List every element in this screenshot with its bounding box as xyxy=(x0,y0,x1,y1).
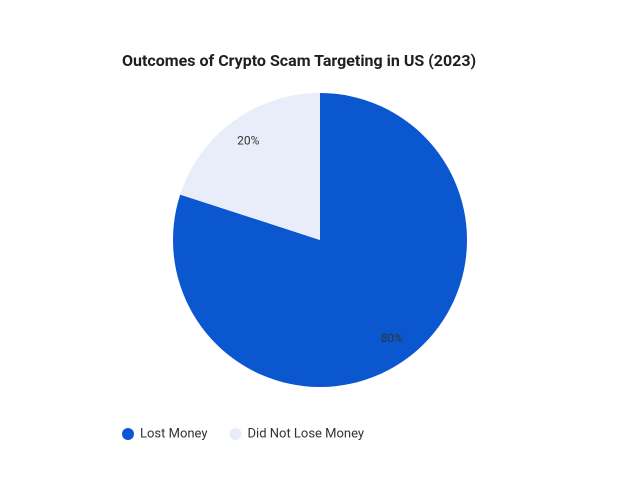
legend-marker xyxy=(122,428,134,440)
legend-label: Did Not Lose Money xyxy=(248,426,365,441)
data-label: 80% xyxy=(381,331,403,345)
data-label: 20% xyxy=(237,133,259,147)
legend-marker xyxy=(229,428,242,440)
chart-title: Outcomes of Crypto Scam Targeting in US … xyxy=(122,51,476,70)
legend-label: Lost Money xyxy=(140,426,208,441)
pie-slice xyxy=(180,93,320,240)
